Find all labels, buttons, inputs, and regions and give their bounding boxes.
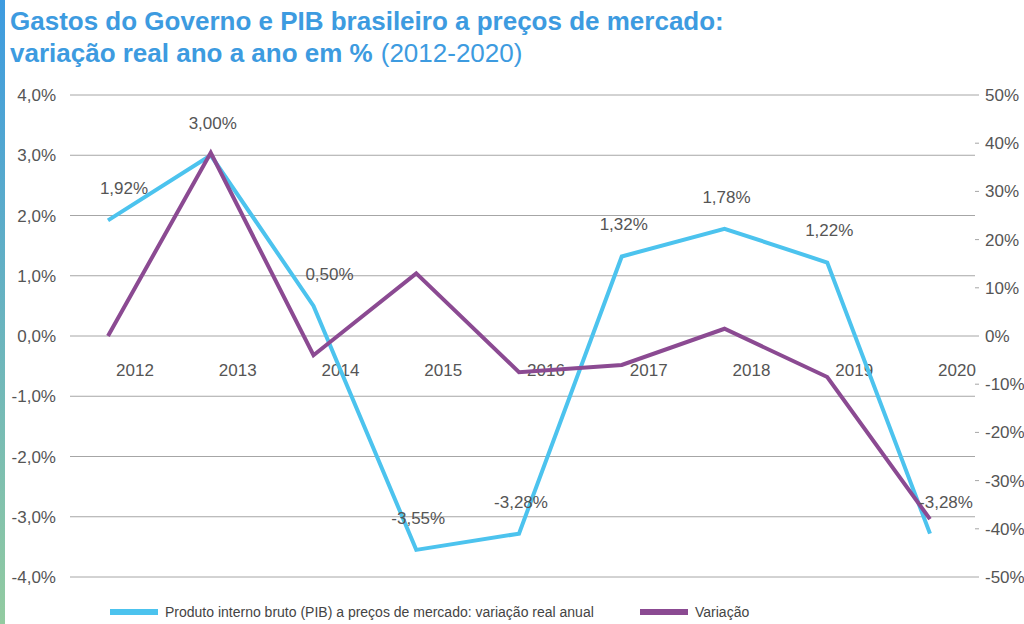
y-tick-label: 0,0% xyxy=(17,327,56,346)
data-label: -3,55% xyxy=(391,509,445,528)
y2-tick-label: -40% xyxy=(985,520,1024,539)
y-tick-label: -4,0% xyxy=(12,568,56,587)
grid-line xyxy=(70,215,975,216)
data-labels: 1,92% 3,00% 0,50% -3,55% -3,28% 1,32% 1,78% 1,2… xyxy=(100,114,973,528)
data-label: 1,92% xyxy=(100,179,148,198)
series-line xyxy=(108,153,930,519)
x-tick-label: 2012 xyxy=(116,361,154,380)
legend: Produto interno bruto (PIB) a preços de … xyxy=(110,604,749,620)
y2-tick xyxy=(975,191,979,192)
y2-tick-label: 10% xyxy=(985,279,1019,298)
y2-tick xyxy=(975,480,979,481)
x-tick-label: 2015 xyxy=(424,361,462,380)
y-tick-label: -2,0% xyxy=(12,448,56,467)
y2-tick xyxy=(975,239,979,240)
y2-tick-label: 30% xyxy=(985,182,1019,201)
y2-tick xyxy=(975,95,979,96)
y2-tick-label: 20% xyxy=(985,231,1019,250)
y-tick-label: -1,0% xyxy=(12,387,56,406)
x-tick-label: 2017 xyxy=(630,361,668,380)
y2-tick-label: -10% xyxy=(985,375,1024,394)
data-label: 1,22% xyxy=(805,221,853,240)
y-tick-label: 3,0% xyxy=(17,146,56,165)
y2-tick xyxy=(975,336,979,337)
data-label: 1,78% xyxy=(702,188,750,207)
y2-tick xyxy=(975,287,979,288)
grid-line xyxy=(70,95,975,96)
y2-tick-label: 50% xyxy=(985,86,1019,105)
y-tick-label: 1,0% xyxy=(17,267,56,286)
grid-line xyxy=(70,516,975,517)
grid-line xyxy=(70,456,975,457)
y2-tick-label: -20% xyxy=(985,423,1024,442)
grid-line xyxy=(70,275,975,276)
legend-swatch xyxy=(640,609,688,615)
data-label: -3,28% xyxy=(919,493,973,512)
series-line xyxy=(108,155,930,550)
grid xyxy=(70,95,975,577)
y-tick-label: 4,0% xyxy=(17,86,56,105)
y-tick-label: 2,0% xyxy=(17,207,56,226)
grid-line xyxy=(70,336,975,337)
legend-swatch xyxy=(110,609,158,615)
x-tick-label: 2018 xyxy=(733,361,771,380)
grid-line xyxy=(70,155,975,156)
legend-label: Produto interno bruto (PIB) a preços de … xyxy=(165,604,594,620)
y2-tick xyxy=(975,528,979,529)
subtitle: (2012-2020) xyxy=(381,38,523,68)
y2-tick-label: 40% xyxy=(985,134,1019,153)
series-group xyxy=(108,153,930,550)
data-label: 1,32% xyxy=(600,215,648,234)
data-label: 3,00% xyxy=(189,114,237,133)
title: Gastos do Governo e PIB brasileiro a pre… xyxy=(10,6,724,68)
y2-tick xyxy=(975,143,979,144)
y2-tick xyxy=(975,577,979,578)
y2-tick-label: 0% xyxy=(985,327,1010,346)
data-label: 0,50% xyxy=(305,265,353,284)
y-tick-label: -3,0% xyxy=(12,508,56,527)
legend-label: Variação xyxy=(695,604,749,620)
side-bar xyxy=(0,0,5,624)
grid-line xyxy=(70,577,975,578)
x-tick-label: 2013 xyxy=(219,361,257,380)
chart: Gastos do Governo e PIB brasileiro a pre… xyxy=(0,0,1024,624)
x-tick-label: 2020 xyxy=(938,361,976,380)
y2-tick-label: -50% xyxy=(985,568,1024,587)
y2-tick-label: -30% xyxy=(985,472,1024,491)
y2-tick xyxy=(975,384,979,385)
y2-tick xyxy=(975,432,979,433)
data-label: -3,28% xyxy=(494,493,548,512)
